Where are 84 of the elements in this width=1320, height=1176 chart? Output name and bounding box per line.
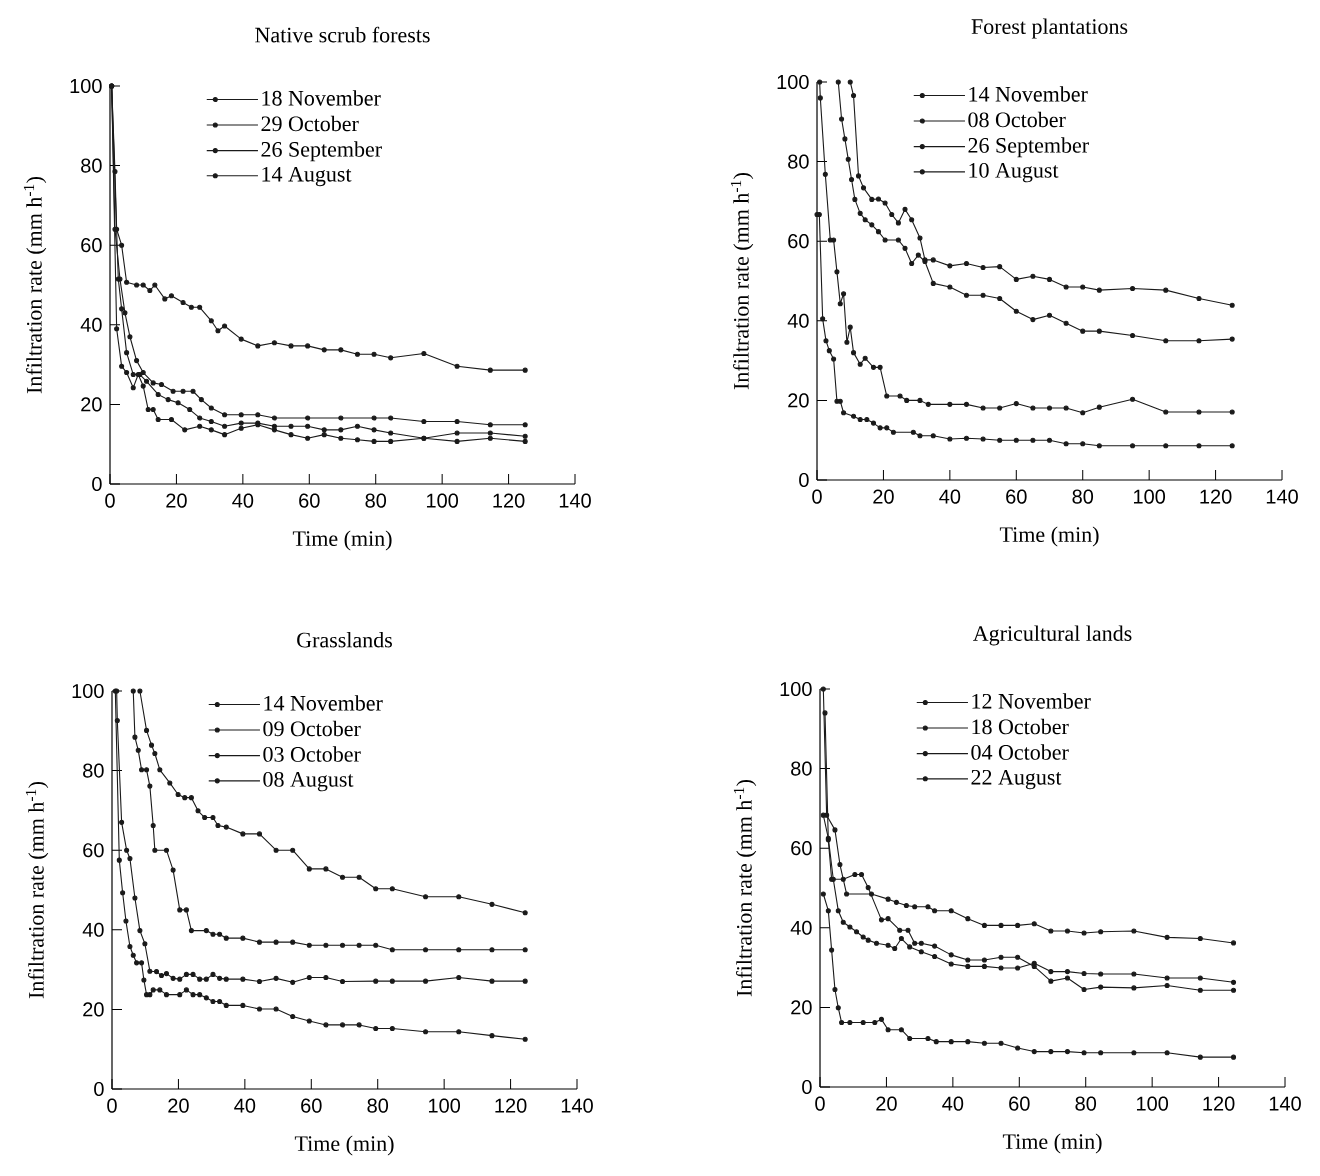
x-tick-label: 0: [107, 1098, 117, 1113]
y-tick-label: 20: [791, 1000, 812, 1015]
legend-label: 29 October: [261, 115, 359, 132]
x-tick-label: 80: [1075, 1096, 1097, 1111]
x-tick-label: 100: [428, 1098, 461, 1113]
y-axis-title: Infiltration rate (mm h$^{-1}$): [25, 781, 49, 999]
x-tick-label: 40: [942, 1096, 964, 1111]
legend-label: 26 September: [968, 137, 1089, 158]
x-tick-label: 140: [1266, 489, 1298, 504]
y-tick-label: 20: [788, 393, 809, 408]
x-tick-label: 20: [873, 489, 894, 504]
y-tick-label: 80: [83, 763, 104, 778]
legend-label: 26 September: [261, 141, 382, 162]
x-tick-label: 100: [1136, 1096, 1169, 1111]
x-tick-label: 100: [1133, 489, 1166, 504]
legend-label: 18 November: [262, 90, 381, 106]
y-tick-label: 40: [80, 317, 102, 332]
x-tick-label: 140: [559, 493, 591, 508]
x-tick-label: 0: [812, 489, 822, 504]
legend-label: 12 November: [972, 693, 1091, 709]
x-tick-label: 60: [1009, 1096, 1030, 1111]
x-tick-label: 40: [234, 1098, 256, 1113]
x-tick-label: 60: [299, 493, 320, 508]
x-tick-label: 140: [1269, 1096, 1301, 1111]
y-tick-label: 0: [92, 476, 102, 492]
y-tick-label: 80: [788, 154, 809, 169]
y-axis-title: Infiltration rate (mm h$^{-1}$): [23, 176, 47, 394]
x-tick-label: 120: [1203, 1096, 1235, 1111]
y-tick-label: 20: [81, 397, 102, 412]
y-tick-label: 80: [791, 761, 812, 776]
legend-label: 03 October: [263, 746, 361, 762]
x-tick-label: 100: [426, 493, 459, 508]
chart-title: Grasslands: [297, 631, 392, 648]
x-axis-title: Time (min): [999, 526, 1099, 547]
x-tick-label: 80: [365, 493, 387, 508]
x-tick-label: 0: [105, 493, 115, 508]
chart-title: Forest plantations: [971, 18, 1128, 39]
x-tick-label: 140: [561, 1098, 593, 1113]
y-tick-label: 100: [780, 681, 812, 697]
x-tick-label: 20: [168, 1098, 189, 1113]
y-tick-label: 100: [70, 78, 102, 94]
x-tick-label: 120: [495, 1098, 527, 1113]
y-tick-label: 60: [83, 843, 104, 858]
x-axis-title: Time (min): [292, 530, 392, 551]
y-tick-label: 0: [799, 472, 809, 488]
legend-label: 14 November: [969, 86, 1088, 102]
y-tick-label: 40: [82, 922, 104, 937]
x-tick-label: 60: [1006, 489, 1027, 504]
legend-label: 18 October: [972, 718, 1069, 735]
y-tick-label: 100: [777, 74, 809, 90]
chart-title: Native scrub forests: [255, 26, 430, 43]
x-tick-label: 120: [493, 493, 525, 508]
y-tick-label: 0: [94, 1081, 104, 1097]
y-tick-label: 60: [81, 238, 102, 253]
y-tick-label: 40: [790, 920, 812, 935]
legend-label: 08 August: [263, 771, 354, 792]
y-axis-title: Infiltration rate (mm h$^{-1}$): [733, 779, 757, 997]
x-axis-title: Time (min): [294, 1135, 394, 1156]
x-tick-label: 60: [301, 1098, 322, 1113]
y-tick-label: 80: [81, 158, 102, 173]
y-tick-label: 60: [788, 234, 809, 249]
legend-label: 14 August: [262, 166, 352, 187]
chart-title: Agricultural lands: [973, 625, 1132, 646]
legend-label: 14 November: [264, 695, 383, 711]
x-tick-label: 40: [939, 489, 961, 504]
x-tick-label: 40: [232, 493, 254, 508]
legend-label: 09 October: [263, 720, 361, 737]
legend-label: 22 August: [971, 769, 1062, 790]
x-tick-label: 0: [815, 1096, 825, 1111]
legend-label: 04 October: [971, 744, 1069, 760]
legend-label: 10 August: [969, 162, 1059, 183]
y-tick-label: 40: [787, 313, 809, 328]
y-tick-label: 100: [72, 683, 104, 699]
x-tick-label: 20: [166, 493, 187, 508]
x-tick-label: 20: [876, 1096, 897, 1111]
x-tick-label: 80: [367, 1098, 389, 1113]
y-axis-title: Infiltration rate (mm h$^{-1}$): [730, 172, 754, 390]
y-tick-label: 0: [802, 1079, 812, 1095]
x-tick-label: 120: [1200, 489, 1232, 504]
x-axis-title: Time (min): [1002, 1133, 1102, 1154]
x-tick-label: 80: [1072, 489, 1094, 504]
legend-label: 08 October: [968, 111, 1066, 128]
y-tick-label: 60: [791, 841, 812, 856]
y-tick-label: 20: [83, 1002, 104, 1017]
